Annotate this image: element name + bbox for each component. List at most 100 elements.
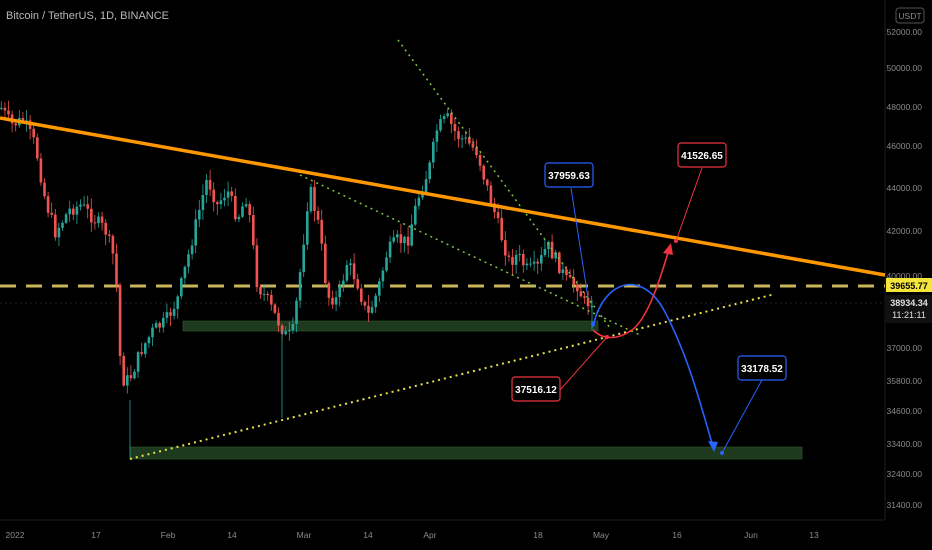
candle-body [205,180,208,196]
candle-body [158,323,161,328]
candle-body [388,241,392,258]
candle-body [453,123,457,132]
candle-body [489,185,493,204]
currency-badge-text: USDT [898,11,921,21]
candle-body [468,137,471,144]
callout-37516-text: 37516.12 [515,385,557,396]
current-price-text: 38934.34 [890,298,928,308]
time-tick-label: May [593,530,610,540]
candle-body [201,195,205,210]
channel-lower-dotted-line [299,174,641,336]
candle-body [291,323,295,331]
ascending-support-trendline [129,293,776,460]
candle-body [212,189,215,203]
candle-body [568,275,572,278]
candle-body [381,270,385,282]
candle-body [180,278,183,297]
candle-body [313,186,316,211]
candle-body [442,116,446,120]
price-tick-label: 40000.00 [887,271,923,281]
candle-body [410,224,413,246]
price-tick-label: 52000.00 [887,27,923,37]
candle-body [507,255,511,257]
candle-body [500,218,503,241]
time-tick-label: 16 [672,530,682,540]
candle-body [309,186,313,212]
candle-body [270,294,273,305]
candle-body [176,296,179,309]
candle-body [216,202,219,205]
candle-body [194,219,197,246]
candle-body [190,245,194,255]
candle-body [86,204,89,209]
candle-body [406,236,410,246]
price-tick-label: 31400.00 [887,500,923,510]
price-tick-label: 50000.00 [887,63,923,73]
price-axis: 52000.00 50000.00 48000.00 46000.00 44000.00… [887,27,923,510]
candle-body [514,254,518,265]
candle-body [32,128,35,138]
current-price-tag: 38934.34 11:21:11 [886,295,932,323]
time-tick-label: Jun [744,530,758,540]
candle-body [237,216,241,220]
candle-body [266,294,269,296]
candle-body [450,113,453,124]
candle-body [248,204,251,216]
callout-41526: 41526.65 [677,142,727,168]
price-tick-label: 34600.00 [887,406,923,416]
candle-body [61,222,64,228]
time-tick-label: Apr [423,530,436,540]
candle-body [169,312,172,316]
candle-body [295,300,298,324]
candle-body [403,236,406,244]
candle-body [230,191,233,197]
candle-body [79,204,82,207]
candle-body [356,279,359,289]
candle-body [43,182,46,197]
candle-body [417,197,421,206]
candle-body [50,212,53,215]
candle-body [475,147,478,156]
candle-body [543,249,547,256]
candle-body [262,294,266,296]
candle-body [198,209,201,220]
time-tick-label: Mar [297,530,312,540]
candle-body [345,265,349,281]
candle-body [306,211,309,245]
candle-body [558,252,561,273]
time-tick-label: 14 [227,530,237,540]
candle-body [100,216,104,223]
candle-body [21,117,25,122]
price-tick-label: 33400.00 [887,439,923,449]
candle-body [540,255,543,264]
time-tick-label: 2022 [6,530,25,540]
candle-body [360,288,363,302]
candle-body [331,297,334,305]
candle-body [352,263,356,280]
candle-body [154,323,158,328]
candle-body [219,200,223,205]
candle-body [316,210,320,220]
candle-body [36,137,39,159]
candle-body [57,227,61,238]
callout-37959-text: 37959.63 [548,171,590,182]
candle-body [298,272,302,301]
symbol-title: Bitcoin / TetherUS, 1D, BINANCE [6,10,170,22]
candle-body [460,138,464,140]
candle-body [565,269,568,276]
candle-body [342,280,345,286]
price-tick-label: 44000.00 [887,183,923,193]
candle-body [104,222,107,235]
price-tick-label: 37000.00 [887,343,923,353]
candle-body [378,281,381,296]
candle-body [183,266,187,279]
candle-body [334,297,338,305]
candle-body [277,312,280,326]
candle-body [435,130,439,142]
currency-badge[interactable]: USDT [895,7,925,24]
candle-body [241,206,244,217]
candle-body [327,283,331,298]
candle-body [392,237,395,242]
candle-body [424,179,428,193]
